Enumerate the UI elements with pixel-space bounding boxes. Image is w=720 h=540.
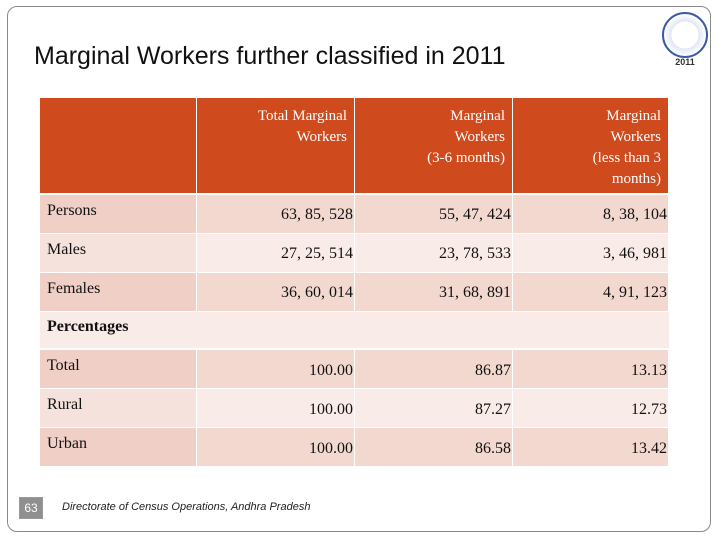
header-line: (3-6 months) [427,150,505,166]
table-cell: 13.42 [513,428,668,466]
table-cell: 87.27 [355,389,512,427]
table-cell: 23, 78, 533 [355,234,512,272]
table-cell: 100.00 [197,389,354,427]
header-cell: Total Marginal Workers [197,98,354,193]
table-cell: 12.73 [513,389,668,427]
header-line: Workers [454,129,505,145]
footer-text: Directorate of Census Operations, Andhra… [62,501,311,513]
header-cell [40,98,196,193]
table-cell: 86.58 [355,428,512,466]
page-number: 63 [19,497,43,519]
logo-year: 2011 [675,57,695,67]
census-logo [662,12,708,58]
table-cell: 3, 46, 981 [513,234,668,272]
header-line: Marginal [450,108,505,124]
header-line: Marginal [606,108,661,124]
table-cell: 27, 25, 514 [197,234,354,272]
header-line: Total Marginal [257,108,347,124]
header-cell: Marginal Workers (less than 3 months) [513,98,668,193]
slide-frame [7,6,711,532]
table-cell: 31, 68, 891 [355,273,512,311]
header-cell: Marginal Workers (3-6 months) [355,98,512,193]
table-cell: 100.00 [197,428,354,466]
table-cell: 100.00 [197,350,354,388]
header-line: Workers [296,129,347,145]
table-cell: 4, 91, 123 [513,273,668,311]
row-label: Rural [40,389,196,427]
header-line: (less than 3 [592,150,661,166]
row-label: Males [40,234,196,272]
table-cell: 63, 85, 528 [197,195,354,233]
slide-title: Marginal Workers further classified in 2… [34,42,506,70]
table-cell: 36, 60, 014 [197,273,354,311]
row-label: Females [40,273,196,311]
table-cell: 13.13 [513,350,668,388]
section-row: Percentages [40,312,669,348]
table-cell: 8, 38, 104 [513,195,668,233]
row-label: Urban [40,428,196,466]
table-cell: 86.87 [355,350,512,388]
row-label: Total [40,350,196,388]
header-line: months) [611,171,661,187]
row-label: Persons [40,195,196,233]
table-cell: 55, 47, 424 [355,195,512,233]
header-line: Workers [610,129,661,145]
